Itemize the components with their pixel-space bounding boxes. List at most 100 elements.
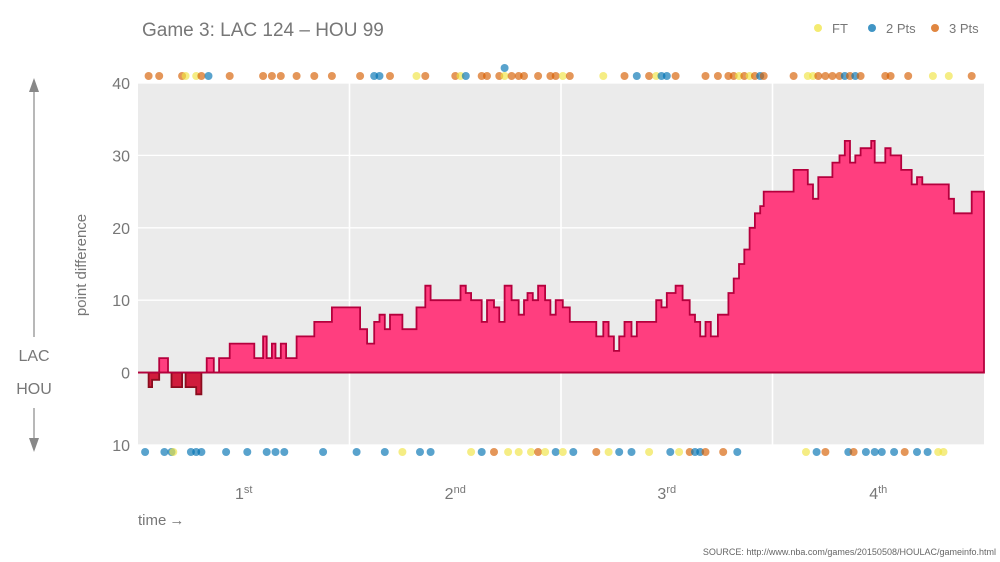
- y-axis-label: point difference: [73, 214, 90, 316]
- scoring-events: [141, 64, 976, 456]
- bottom-team-score-dot: [262, 448, 271, 456]
- bottom-team-score-dot: [426, 448, 435, 456]
- period-number: 3: [657, 486, 666, 503]
- bottom-team-score-dot: [271, 448, 280, 456]
- lead-area: [138, 140, 985, 374]
- x-axis-arrow: →: [169, 512, 184, 529]
- bottom-team-score-dot: [939, 448, 948, 456]
- top-team-score-dot: [197, 72, 206, 80]
- x-axis-period-labels: 1st 2nd 3rd 4th: [235, 484, 887, 503]
- y-tick-label: 10: [112, 293, 130, 310]
- bottom-team-score-dot: [627, 448, 636, 456]
- top-team-score-dot: [507, 72, 516, 80]
- bottom-team-score-dot: [812, 448, 821, 456]
- bottom-team-score-dot: [569, 448, 578, 456]
- top-team-score-dot: [500, 64, 509, 72]
- period-number: 2: [445, 486, 454, 503]
- bottom-team-score-dot: [900, 448, 909, 456]
- bottom-team-score-dot: [141, 448, 150, 456]
- top-team-score-dot: [558, 72, 567, 80]
- bottom-team-score-dot: [821, 448, 830, 456]
- bottom-team-score-dot: [243, 448, 252, 456]
- bottom-team-score-dot: [861, 448, 870, 456]
- bottom-team-score-dot: [490, 448, 498, 456]
- y-tick-label: 20: [112, 221, 130, 238]
- top-team-score-dot: [645, 72, 654, 80]
- top-team-score-dot: [204, 72, 213, 80]
- top-team-score-dot: [944, 72, 953, 80]
- legend-label: FT: [832, 21, 848, 36]
- top-team-score-dot: [292, 72, 301, 80]
- top-team-score-dot: [412, 72, 421, 80]
- y-axis-ticks: 40 30 20 10 0 10: [112, 76, 130, 455]
- bottom-team-score-dot: [870, 448, 879, 456]
- top-team-score-dot: [662, 72, 671, 80]
- bottom-team-score-dot: [514, 448, 523, 456]
- bottom-team-score-dot: [592, 448, 601, 456]
- bottom-team-score-dot: [645, 448, 654, 456]
- period-suffix: st: [244, 484, 253, 496]
- bottom-team-score-dot: [222, 448, 231, 456]
- bottom-team-score-dot: [169, 448, 178, 456]
- y-tick-label: 0: [121, 366, 130, 383]
- period-suffix: rd: [666, 484, 676, 496]
- point-difference-area: [138, 140, 985, 396]
- chart-title: Game 3: LAC 124 – HOU 99: [142, 20, 384, 41]
- top-team-score-dot: [461, 72, 470, 80]
- y-tick-label: 30: [112, 148, 130, 165]
- top-team-score-dot: [276, 72, 285, 80]
- top-team-score-dot: [671, 72, 680, 80]
- period-label: 1st: [235, 484, 252, 503]
- bottom-team-score-dot: [733, 448, 742, 456]
- top-team-score-dot: [551, 72, 560, 80]
- top-team-score-dot: [500, 72, 509, 80]
- bottom-team-score-dot: [197, 448, 206, 456]
- x-axis-label-group: time →: [138, 512, 184, 529]
- top-team-score-dot: [267, 72, 276, 80]
- team-axis: LAC HOU: [16, 78, 52, 452]
- bottom-team-score-dot: [701, 448, 710, 456]
- bottom-team-score-dot: [877, 448, 886, 456]
- bottom-team-score-dot: [352, 448, 361, 456]
- period-label: 2nd: [445, 484, 466, 503]
- legend-marker: [931, 24, 939, 32]
- bottom-team-score-dot: [534, 448, 543, 456]
- top-team-score-dot: [534, 72, 543, 80]
- legend: FT 2 Pts 3 Pts: [814, 21, 979, 36]
- top-team-score-dot: [789, 72, 798, 80]
- y-tick-label: 40: [112, 76, 130, 93]
- top-team-score-dot: [375, 72, 384, 80]
- period-label: 4th: [869, 484, 887, 503]
- bottom-team-score-dot: [890, 448, 899, 456]
- top-team-score-dot: [520, 72, 528, 80]
- bottom-team-score-dot: [604, 448, 613, 456]
- top-team-score-dot: [144, 72, 153, 80]
- top-team-score-dot: [701, 72, 710, 80]
- top-team-score-dot: [967, 72, 976, 80]
- top-team-score-dot: [814, 72, 823, 80]
- bottom-team-score-dot: [541, 448, 550, 456]
- legend-marker: [814, 24, 822, 32]
- top-team-score-dot: [310, 72, 319, 80]
- top-team-label: LAC: [18, 348, 49, 365]
- top-team-score-dot: [327, 72, 336, 80]
- top-team-score-dot: [599, 72, 608, 80]
- y-tick-label: 10: [112, 438, 130, 455]
- top-team-score-dot: [259, 72, 268, 80]
- period-label: 3rd: [657, 484, 676, 503]
- top-team-score-dot: [856, 72, 865, 80]
- bottom-team-score-dot: [319, 448, 328, 456]
- top-team-score-dot: [386, 72, 394, 80]
- bottom-team-score-dot: [504, 448, 513, 456]
- bottom-team-score-dot: [615, 448, 624, 456]
- bottom-team-score-dot: [913, 448, 921, 456]
- legend-label: 2 Pts: [886, 21, 916, 36]
- legend-label: 3 Pts: [949, 21, 979, 36]
- bottom-team-score-dot: [802, 448, 810, 456]
- x-axis-label: time →: [138, 512, 184, 529]
- bottom-team-score-dot: [551, 448, 560, 456]
- bottom-team-score-dot: [675, 448, 684, 456]
- top-team-score-dot: [225, 72, 234, 80]
